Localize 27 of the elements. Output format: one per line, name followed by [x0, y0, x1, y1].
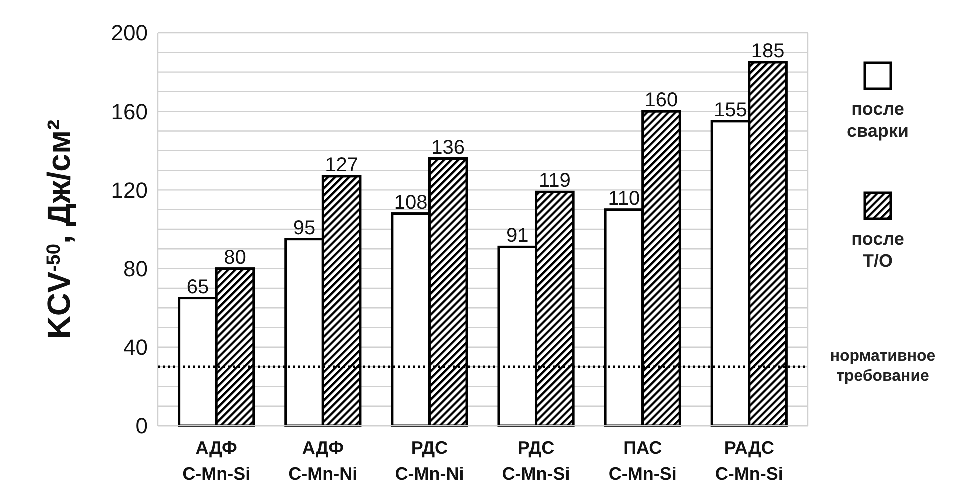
data-label: 108 — [394, 192, 428, 214]
data-label: 136 — [432, 136, 466, 159]
x-tick-label: АДФ C-Mn-Ni — [288, 438, 358, 484]
data-label: 155 — [714, 99, 748, 122]
data-label: 127 — [325, 154, 358, 176]
x-tick-label: АДФ C-Mn-Si — [182, 438, 251, 484]
data-label: 95 — [293, 217, 316, 240]
x-tick-label: РДС C-Mn-Ni — [395, 438, 464, 484]
data-label: 110 — [608, 188, 640, 210]
x-tick-label: РАДС C-Mn-Si — [715, 438, 784, 484]
x-tick-label: ПАС C-Mn-Si — [608, 438, 677, 484]
y-tick-label: 80 — [124, 256, 148, 282]
legend-label: после сварки — [847, 99, 909, 141]
data-label: 80 — [224, 246, 246, 269]
data-label: 160 — [644, 90, 678, 112]
data-label: 119 — [538, 170, 571, 192]
y-tick-label: 0 — [136, 414, 148, 439]
data-label: 185 — [751, 40, 785, 62]
y-tick-label: 40 — [124, 335, 148, 360]
ref-line-label: нормативное требование — [830, 348, 936, 386]
data-label: 65 — [186, 276, 210, 298]
y-tick-label: 160 — [111, 99, 148, 124]
data-label: 91 — [506, 225, 529, 248]
y-tick-label: 120 — [111, 178, 148, 203]
y-tick-label: 200 — [111, 20, 148, 46]
x-tick-label: РДС C-Mn-Si — [502, 438, 570, 484]
legend-label: после Т/О — [852, 229, 904, 271]
